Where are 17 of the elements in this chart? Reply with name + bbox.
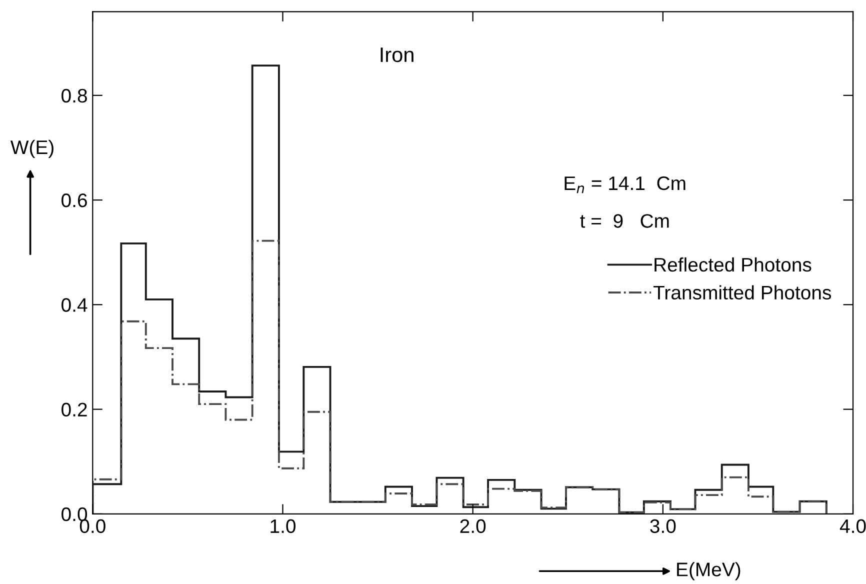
annotation: E$_{n}$ = 14.1 Cm bbox=[564, 176, 686, 194]
y-tick-label: 0.8 bbox=[62, 88, 87, 103]
y-axis-title: W(E) bbox=[10, 140, 54, 158]
legend-label: Reflected Photons bbox=[654, 257, 812, 272]
y-tick-label: 0.6 bbox=[62, 193, 87, 208]
annotation: t = 9 Cm bbox=[580, 214, 669, 228]
x-tick-label: 3.0 bbox=[650, 519, 676, 534]
x-tick-label: 0.0 bbox=[80, 519, 106, 534]
y-tick-label: 0.4 bbox=[62, 298, 88, 312]
x-tick-label: 4.0 bbox=[840, 519, 866, 534]
x-tick-label: 2.0 bbox=[460, 519, 486, 534]
y-tick-label: 0.0 bbox=[62, 507, 88, 522]
x-axis-title: E(MeV) bbox=[677, 562, 740, 580]
legend-label: Transmitted Photons bbox=[653, 285, 832, 300]
y-tick-label: 0.2 bbox=[62, 402, 87, 417]
x-tick-label: 1.0 bbox=[270, 519, 296, 534]
text: Iron bbox=[380, 48, 414, 62]
